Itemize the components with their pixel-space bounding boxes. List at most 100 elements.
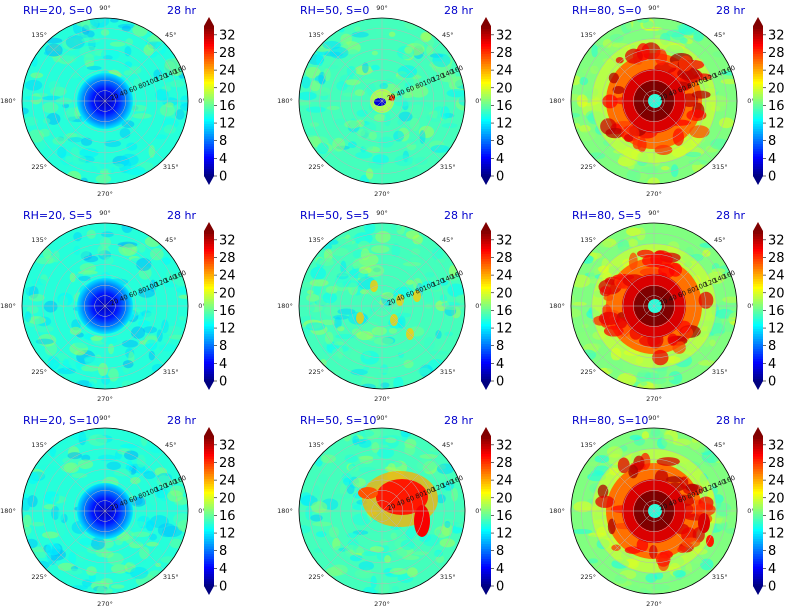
angle-tick-label: 0° <box>747 507 754 515</box>
colorbar-extend-top <box>204 17 214 26</box>
colorbar-segment <box>204 538 214 542</box>
colorbar-segment <box>753 28 763 32</box>
field-blob <box>685 38 693 45</box>
field-blob <box>641 431 650 440</box>
polar-panel: 2040608010012014016090°45°0°315°270°225°… <box>277 4 512 198</box>
field-blob <box>34 318 41 326</box>
colorbar-segment <box>204 581 214 584</box>
field-blob <box>306 303 323 313</box>
colorbar-segment <box>204 548 214 552</box>
colorbar-segment <box>481 556 491 559</box>
grid-spoke <box>46 510 106 570</box>
colorbar-segment <box>204 141 214 144</box>
field-blob <box>344 79 361 86</box>
field-blob <box>90 335 103 341</box>
colorbar-segment <box>481 283 491 287</box>
field-blob <box>133 78 142 88</box>
colorbar-segment <box>204 51 214 54</box>
band-blob <box>656 552 671 567</box>
field-blob <box>587 558 599 564</box>
field-blob <box>342 280 359 288</box>
field-blob <box>88 381 95 388</box>
colorbar-segment <box>753 296 763 299</box>
colorbar-segment <box>204 323 214 327</box>
colorbar-segment <box>753 26 763 29</box>
grid-spoke <box>323 42 383 102</box>
field-blob <box>155 41 167 56</box>
colorbar-segment <box>204 568 214 572</box>
colorbar-segment <box>204 336 214 339</box>
colorbar-tick-label: 32 <box>768 438 785 453</box>
field-blob <box>130 566 149 579</box>
colorbar-segment <box>204 468 214 472</box>
colorbar-segment <box>481 543 491 547</box>
colorbar-tick-label: 20 <box>768 81 785 96</box>
angle-tick-label: 225° <box>31 573 47 581</box>
field-blob <box>343 431 352 442</box>
field-blob <box>149 492 158 506</box>
angle-tick-label: 180° <box>277 507 293 515</box>
field-blob <box>100 48 120 61</box>
colorbar-segment <box>481 533 491 537</box>
colorbar-segment <box>481 573 491 577</box>
polar-panel: 2040608010012014016090°45°0°315°270°225°… <box>277 414 512 608</box>
colorbar-segment <box>204 461 214 464</box>
grid-spoke <box>104 100 164 160</box>
field-blob <box>43 491 60 504</box>
colorbar-segment <box>204 463 214 467</box>
colorbar-segment <box>753 283 763 287</box>
field-blob <box>388 31 396 37</box>
field-blob <box>361 551 379 557</box>
colorbar-extend-bottom <box>481 381 491 390</box>
field-blob <box>70 55 77 63</box>
colorbar-segment <box>204 28 214 32</box>
field-blob <box>614 574 628 585</box>
colorbar-segment <box>481 113 491 117</box>
field-blob <box>358 240 371 251</box>
grid-spoke <box>381 510 441 570</box>
field-blob <box>143 470 156 480</box>
field-blob <box>49 127 64 139</box>
colorbar-segment <box>204 276 214 279</box>
colorbar-segment <box>753 546 763 549</box>
angle-tick-label: 45° <box>442 236 454 244</box>
colorbar-tick-label: 8 <box>768 544 776 559</box>
colorbar-segment <box>204 96 214 99</box>
colorbar-segment <box>753 96 763 99</box>
colorbar-extend-top <box>204 427 214 436</box>
grid-spoke <box>104 42 164 102</box>
colorbar-segment <box>753 273 763 277</box>
outer-cell <box>698 513 710 533</box>
colorbar-segment <box>204 138 214 142</box>
colorbar-segment <box>204 298 214 302</box>
colorbar-segment <box>204 116 214 119</box>
colorbar-tick-label: 28 <box>496 46 513 61</box>
colorbar-tick-label: 16 <box>496 509 513 524</box>
field-blob <box>88 434 108 447</box>
band-blob <box>678 55 693 72</box>
colorbar-segment <box>204 113 214 117</box>
grid-spoke <box>46 305 106 365</box>
field-blob <box>628 239 638 247</box>
colorbar-segment <box>753 438 763 442</box>
colorbar-tick-label: 32 <box>768 28 785 43</box>
colorbar-segment <box>481 558 491 562</box>
field-blob <box>164 81 182 88</box>
colorbar-segment <box>481 241 491 244</box>
colorbar-segment <box>204 501 214 504</box>
field-blob <box>693 31 704 42</box>
angle-tick-label: 270° <box>646 600 662 608</box>
colorbar-tick-label: 8 <box>496 134 504 149</box>
colorbar-segment <box>481 333 491 337</box>
field-blob <box>23 116 39 126</box>
field-blob <box>309 80 321 92</box>
colorbar-segment <box>753 71 763 74</box>
colorbar-segment <box>481 473 491 477</box>
colorbar-segment <box>481 471 491 474</box>
colorbar-segment <box>481 231 491 234</box>
field-blob <box>685 151 702 157</box>
colorbar-segment <box>204 313 214 317</box>
field-blob <box>629 434 642 441</box>
colorbar-extend-top <box>481 222 491 231</box>
field-blob <box>336 238 353 248</box>
